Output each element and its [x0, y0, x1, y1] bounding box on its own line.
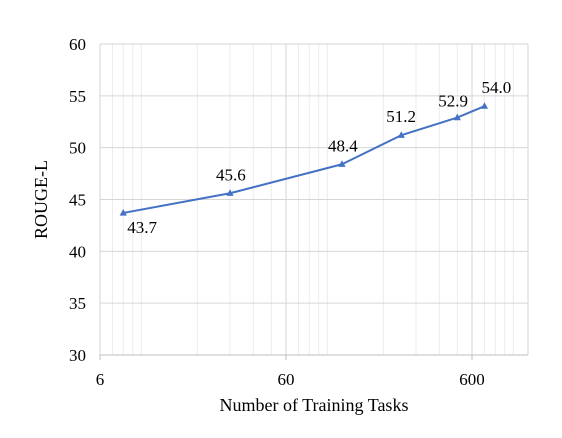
data-label: 45.6 [216, 165, 246, 184]
data-label: 51.2 [386, 107, 416, 126]
data-label: 54.0 [481, 78, 511, 97]
data-label: 43.7 [127, 218, 157, 237]
data-point-marker [453, 113, 461, 121]
data-point-marker [338, 160, 346, 167]
y-tick-label: 45 [69, 191, 86, 210]
series-line [123, 105, 485, 214]
x-tick-label: 60 [278, 370, 295, 389]
data-labels: 43.7 45.6 48.4 51.2 52.9 54.0 [127, 78, 511, 237]
y-tick-label: 35 [69, 294, 86, 313]
y-tick-label: 55 [69, 87, 86, 106]
y-tick-labels: 30 35 40 45 50 55 60 [69, 35, 86, 365]
x-tick-label: 6 [96, 370, 105, 389]
axes [99, 354, 528, 360]
y-tick-label: 60 [69, 35, 86, 54]
x-tick-label: 600 [459, 370, 485, 389]
data-point-marker [226, 189, 234, 196]
data-series [119, 102, 489, 216]
y-tick-label: 50 [69, 139, 86, 158]
data-point-marker [119, 208, 127, 216]
y-axis-title: ROUGE-L [31, 160, 51, 239]
x-axis-title: Number of Training Tasks [220, 395, 409, 415]
data-point-marker [397, 131, 405, 138]
data-point-marker [480, 102, 489, 109]
y-tick-label: 40 [69, 242, 86, 261]
data-label: 52.9 [438, 92, 468, 111]
x-tick-labels: 6 60 600 [96, 370, 485, 389]
y-tick-label: 30 [69, 346, 86, 365]
data-label: 48.4 [328, 136, 358, 155]
